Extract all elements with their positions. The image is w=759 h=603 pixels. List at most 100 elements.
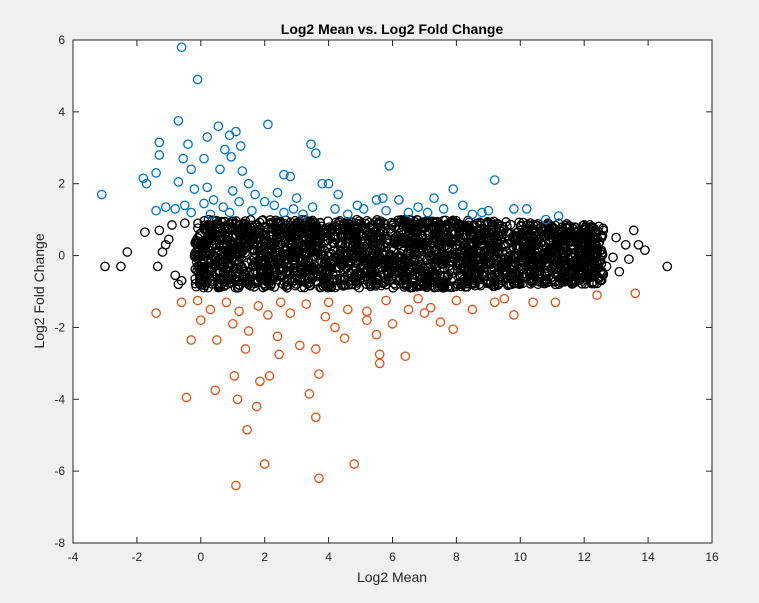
data-point	[151, 205, 161, 216]
core-point	[466, 272, 477, 282]
data-point	[314, 473, 324, 484]
x-axis-label: Log2 Mean	[357, 569, 427, 585]
y-tick-label: -4	[54, 392, 65, 406]
core-point	[469, 220, 480, 231]
data-point	[371, 329, 382, 340]
data-point	[528, 297, 538, 308]
core-point	[276, 227, 287, 237]
data-point	[192, 295, 203, 306]
data-point	[178, 153, 189, 164]
data-point	[339, 333, 350, 344]
core-point	[443, 269, 454, 280]
core-point	[499, 253, 510, 264]
core-point	[216, 216, 227, 227]
x-tick-label: 0	[197, 550, 204, 564]
core-point	[343, 261, 354, 271]
core-point	[593, 226, 604, 237]
core-point	[238, 234, 249, 245]
data-point	[381, 295, 391, 306]
core-point	[210, 229, 221, 240]
core-point	[373, 235, 384, 246]
core-point	[301, 243, 312, 254]
core-point	[321, 260, 332, 271]
data-point	[310, 148, 321, 159]
data-point	[275, 297, 286, 308]
data-point	[310, 344, 321, 354]
core-point	[492, 238, 502, 249]
data-point	[509, 204, 519, 214]
core-point	[203, 282, 213, 293]
core-point	[338, 281, 349, 291]
core-point	[329, 274, 340, 285]
core-point	[249, 252, 260, 262]
core-point	[263, 267, 274, 278]
core-point	[295, 222, 306, 233]
core-point	[486, 264, 497, 275]
core-point	[379, 269, 389, 280]
data-point	[157, 247, 168, 257]
data-point	[499, 293, 510, 304]
data-point	[378, 193, 388, 203]
core-point	[220, 276, 231, 287]
core-point	[280, 237, 291, 248]
core-point	[193, 218, 203, 229]
data-point	[183, 139, 193, 150]
data-point	[598, 225, 609, 236]
core-point	[460, 282, 471, 292]
core-point	[443, 280, 454, 291]
core-point	[429, 258, 440, 269]
data-point	[173, 177, 184, 187]
core-point	[266, 239, 277, 250]
data-point	[477, 207, 487, 218]
core-point	[282, 280, 293, 290]
core-point	[306, 242, 317, 253]
data-point	[237, 166, 248, 176]
core-point	[475, 259, 486, 269]
core-point	[375, 242, 385, 253]
core-point	[209, 230, 220, 241]
data-point	[425, 302, 436, 313]
core-point	[239, 238, 250, 249]
data-point	[291, 193, 302, 203]
core-point	[528, 259, 539, 270]
core-point	[349, 227, 360, 238]
data-point	[224, 207, 235, 218]
core-point	[291, 251, 302, 261]
data-point	[422, 207, 433, 218]
core-point	[312, 241, 322, 252]
core-point	[475, 247, 486, 258]
data-point	[186, 335, 197, 345]
core-point	[225, 237, 236, 248]
core-point	[531, 239, 542, 249]
data-point	[294, 340, 305, 351]
core-point	[423, 243, 433, 254]
data-point	[279, 169, 289, 180]
data-point	[592, 243, 602, 254]
core-point	[262, 271, 273, 282]
core-point	[547, 242, 558, 253]
core-point	[379, 218, 390, 229]
data-point	[242, 424, 252, 435]
core-point	[341, 246, 352, 257]
core-point	[204, 249, 215, 260]
data-point	[630, 288, 641, 299]
core-point	[448, 268, 458, 278]
core-point	[342, 233, 353, 244]
core-point	[412, 214, 422, 225]
data-point	[310, 412, 321, 423]
core-point	[282, 226, 292, 237]
core-point	[511, 278, 522, 289]
core-point	[307, 265, 317, 276]
core-point	[352, 214, 362, 225]
core-point	[555, 246, 566, 256]
data-point	[429, 193, 439, 203]
data-point	[215, 164, 225, 175]
data-point	[317, 178, 328, 189]
core-point	[197, 259, 208, 270]
core-point	[199, 215, 210, 226]
data-point	[186, 164, 197, 175]
core-point	[574, 247, 585, 257]
data-point	[451, 295, 462, 306]
data-point	[620, 239, 631, 250]
core-point	[292, 273, 302, 284]
